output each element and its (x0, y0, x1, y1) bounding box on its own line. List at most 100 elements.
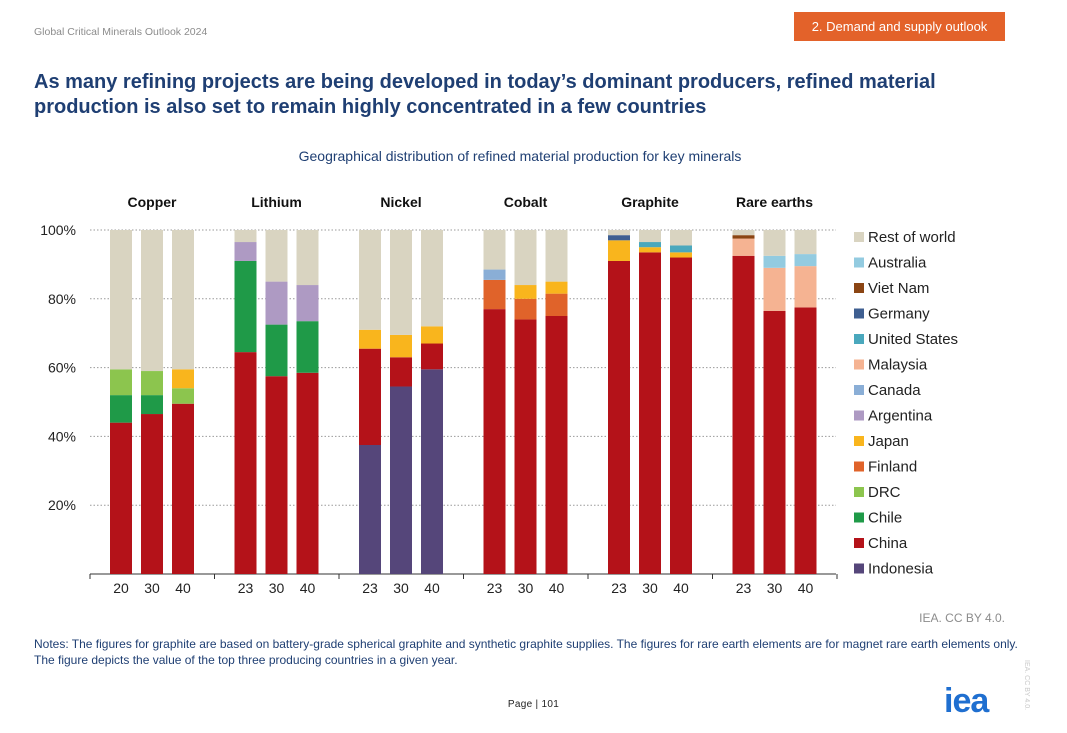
bar-segment (296, 285, 319, 322)
legend-label: Finland (868, 459, 917, 476)
bar-segment (265, 281, 288, 325)
watermark: IEA. CC BY 4.0. (1023, 660, 1030, 711)
bar-segment (608, 235, 630, 241)
x-tick-label: 23 (736, 580, 752, 596)
bar-segment (172, 230, 194, 370)
bar-segment (296, 230, 319, 286)
bar-segment (141, 371, 163, 396)
x-tick-label: 40 (175, 580, 191, 596)
bar-segment (608, 230, 630, 236)
legend-swatch (854, 487, 864, 497)
bar-segment (794, 266, 817, 308)
bar-segment (608, 260, 630, 574)
bar-segment (670, 257, 692, 574)
x-tick-label: 23 (362, 580, 378, 596)
bar-segment (172, 403, 194, 574)
legend-label: Canada (868, 382, 921, 399)
x-tick-label: 30 (518, 580, 534, 596)
legend-swatch (854, 461, 864, 472)
page-number: Page | 101 (507, 699, 560, 710)
bar-segment (514, 230, 537, 286)
bar-segment (172, 388, 194, 404)
legend-label: Viet Nam (868, 280, 929, 297)
bar-segment (265, 230, 288, 282)
legend-swatch (854, 334, 864, 344)
bar-segment (421, 369, 443, 574)
report-name: Global Critical Minerals Outlook 2024 (34, 26, 208, 38)
bar-segment (670, 252, 692, 258)
bar-segment (172, 369, 194, 389)
legend-swatch (854, 359, 864, 370)
legend-swatch (854, 257, 864, 268)
bar-segment (608, 240, 630, 261)
chart-notes: Notes: The figures for graphite are base… (34, 637, 1018, 667)
bar-segment (421, 326, 443, 344)
bar-segment (732, 230, 755, 236)
bar-segment (732, 238, 755, 256)
bar-segment (794, 254, 817, 267)
bar-segment (763, 230, 786, 256)
bar-segment (141, 414, 163, 574)
x-tick-label: 30 (144, 580, 160, 596)
legend-label: Germany (868, 306, 930, 323)
legend-swatch (854, 385, 864, 395)
bar-segment (110, 230, 132, 370)
bar-segment (794, 307, 817, 574)
bar-segment (483, 279, 506, 310)
bar-segment (141, 230, 163, 372)
bar-segment (359, 445, 381, 574)
bar-segment (670, 245, 692, 253)
bar-segment (359, 230, 381, 330)
bar-segment (359, 348, 381, 445)
x-tick-label: 40 (798, 580, 814, 596)
bar-segment (234, 352, 257, 574)
bar-segment (514, 298, 537, 320)
bar-segment (732, 255, 755, 575)
legend-swatch (854, 512, 864, 523)
legend-label: Malaysia (868, 357, 928, 374)
section-tag[interactable]: 2. Demand and supply outlook (794, 12, 1005, 41)
group-header: Rare earths (736, 194, 813, 210)
bar-segment (390, 357, 412, 387)
y-tick-label: 40% (48, 428, 76, 444)
bar-segment (296, 321, 319, 373)
bar-segment (483, 309, 506, 574)
bar-segment (545, 293, 568, 316)
bar-segment (421, 230, 443, 327)
x-tick-label: 23 (487, 580, 503, 596)
bar-segment (234, 242, 257, 261)
bar-segment (732, 235, 755, 239)
bar-segment (763, 310, 786, 574)
bar-segment (639, 230, 661, 243)
bar-segment (545, 230, 568, 282)
bar-segment (234, 230, 257, 243)
y-tick-label: 80% (48, 291, 76, 307)
y-tick-label: 20% (48, 497, 76, 513)
bar-segment (483, 269, 506, 280)
group-header: Lithium (251, 194, 302, 210)
legend-swatch (854, 538, 864, 548)
legend-label: United States (868, 331, 958, 348)
x-tick-label: 30 (642, 580, 658, 596)
x-tick-label: 30 (393, 580, 409, 596)
bar-segment (545, 316, 568, 574)
legend-label: Argentina (868, 408, 933, 425)
x-tick-label: 23 (238, 580, 254, 596)
legend-label: China (868, 535, 908, 552)
x-tick-label: 30 (269, 580, 285, 596)
legend-swatch (854, 308, 864, 319)
bar-segment (390, 230, 412, 335)
x-tick-label: 40 (549, 580, 565, 596)
bar-segment (794, 230, 817, 255)
group-header: Cobalt (504, 194, 548, 210)
x-tick-label: 40 (673, 580, 689, 596)
legend-label: Australia (868, 255, 927, 272)
y-tick-label: 60% (48, 360, 76, 376)
group-header: Nickel (380, 194, 421, 210)
bar-segment (234, 260, 257, 353)
legend-swatch (854, 232, 864, 242)
x-tick-label: 30 (767, 580, 783, 596)
legend-swatch (854, 410, 864, 421)
bar-segment (514, 319, 537, 574)
bar-segment (670, 230, 692, 246)
